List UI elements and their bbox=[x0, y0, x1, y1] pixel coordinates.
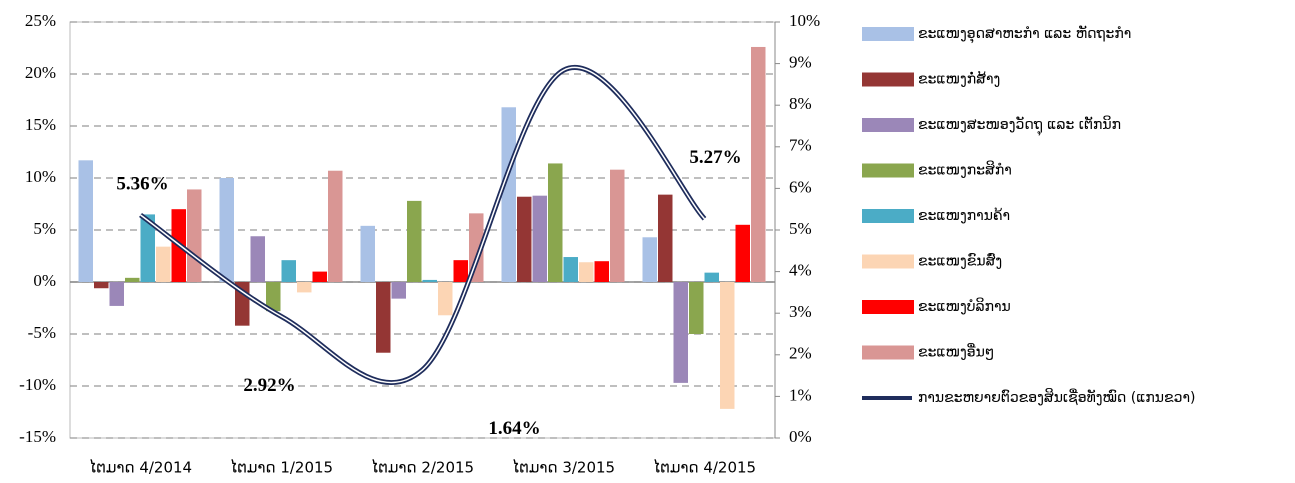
value-label: 5.36% bbox=[116, 173, 168, 194]
bar bbox=[642, 237, 657, 282]
legend-label: ຂະແໜງການຄ້າ bbox=[918, 207, 1010, 224]
bar bbox=[735, 224, 750, 282]
bar bbox=[563, 257, 578, 282]
value-label: 1.64% bbox=[488, 418, 540, 439]
y-tick-label: -10% bbox=[19, 375, 56, 394]
bar bbox=[140, 214, 155, 282]
y2-tick-label: 9% bbox=[789, 53, 812, 72]
bar bbox=[78, 160, 93, 282]
y-tick-label: 5% bbox=[33, 219, 56, 238]
y-tick-label: 15% bbox=[25, 115, 56, 134]
bar bbox=[219, 178, 234, 282]
bar bbox=[376, 282, 391, 353]
bar bbox=[312, 271, 327, 282]
bar bbox=[391, 282, 406, 299]
legend-swatch bbox=[862, 254, 914, 269]
bar bbox=[689, 282, 704, 334]
bar bbox=[94, 282, 109, 289]
bar bbox=[579, 262, 594, 282]
legend-label: ຂະແໜງກໍ່ສ້າງ bbox=[918, 70, 1000, 87]
bar bbox=[328, 170, 343, 282]
bar bbox=[109, 282, 124, 306]
legend-label: ຂະແໜງອຸດສາຫະກຳ ແລະ ຫັດຖະກຳ bbox=[918, 26, 1131, 43]
legend-label: ຂະແໜງກະສິກຳ bbox=[918, 160, 1012, 178]
bar bbox=[532, 195, 547, 282]
bar bbox=[156, 246, 171, 282]
bar bbox=[517, 196, 532, 282]
bar bbox=[297, 282, 312, 293]
y2-tick-label: 5% bbox=[789, 219, 812, 238]
bar bbox=[422, 279, 437, 282]
y2-tick-label: 7% bbox=[789, 136, 812, 155]
legend-swatch bbox=[862, 72, 914, 87]
bar bbox=[610, 169, 625, 282]
y2-tick-label: 1% bbox=[789, 385, 812, 404]
legend-swatch bbox=[862, 300, 914, 314]
value-label: 2.92% bbox=[243, 375, 295, 396]
bar bbox=[281, 260, 296, 282]
bar bbox=[407, 200, 422, 282]
legend-label: ຂະແໜງຂົນສົ່ງ bbox=[918, 253, 1002, 269]
y2-tick-label: 2% bbox=[789, 344, 812, 363]
x-tick-label: ໄຕມາດ 2/2015 bbox=[371, 458, 474, 477]
y-tick-label: -5% bbox=[28, 323, 56, 342]
legend-label: ການຂະຫຍາຍຕົວຂອງສິນເຊື່ອທັງໝົດ (ແກນຂວາ) bbox=[918, 388, 1195, 406]
y2-tick-label: 6% bbox=[789, 177, 812, 196]
legend-label: ຂະແໜງອື່ນໆ bbox=[918, 342, 994, 360]
legend-swatch bbox=[862, 163, 914, 178]
bar bbox=[501, 107, 516, 282]
y2-tick-label: 10% bbox=[789, 11, 820, 30]
y2-tick-label: 3% bbox=[789, 302, 812, 321]
y2-tick-label: 4% bbox=[789, 261, 812, 280]
value-label: 5.27% bbox=[689, 147, 741, 168]
legend-swatch bbox=[862, 209, 914, 223]
bar bbox=[250, 236, 265, 282]
legend-swatch bbox=[862, 118, 914, 132]
y-tick-label: 0% bbox=[33, 271, 56, 290]
bar bbox=[438, 282, 453, 316]
legend-label: ຂະແໜງສະໜອງວັດຖຸ ແລະ ເຕັກນິກ bbox=[918, 115, 1121, 135]
bar bbox=[658, 194, 673, 282]
x-tick-label: ໄຕມາດ 1/2015 bbox=[230, 458, 333, 477]
x-tick-label: ໄຕມາດ 3/2015 bbox=[512, 458, 615, 477]
bar bbox=[720, 282, 735, 409]
legend-label: ຂະແໜງບໍລິການ bbox=[918, 297, 1011, 315]
bar bbox=[125, 277, 140, 282]
legend-swatch bbox=[862, 345, 914, 360]
bar bbox=[266, 282, 281, 312]
y2-tick-label: 0% bbox=[789, 427, 812, 446]
y-tick-label: 20% bbox=[25, 63, 56, 82]
bar bbox=[360, 225, 375, 282]
bar bbox=[187, 189, 202, 282]
y2-tick-label: 8% bbox=[789, 94, 812, 113]
bar bbox=[673, 282, 688, 383]
x-tick-label: ໄຕມາດ 4/2015 bbox=[653, 458, 756, 477]
x-tick-label: ໄຕມາດ 4/2014 bbox=[89, 458, 192, 477]
line bbox=[140, 66, 706, 384]
y-tick-label: -15% bbox=[19, 427, 56, 446]
y-tick-label: 25% bbox=[25, 11, 56, 30]
bar bbox=[453, 260, 468, 282]
bar bbox=[751, 46, 766, 283]
y-tick-label: 10% bbox=[25, 167, 56, 186]
legend-swatch bbox=[862, 27, 914, 41]
bar bbox=[548, 163, 563, 282]
bar bbox=[704, 272, 719, 282]
bar bbox=[594, 261, 609, 282]
